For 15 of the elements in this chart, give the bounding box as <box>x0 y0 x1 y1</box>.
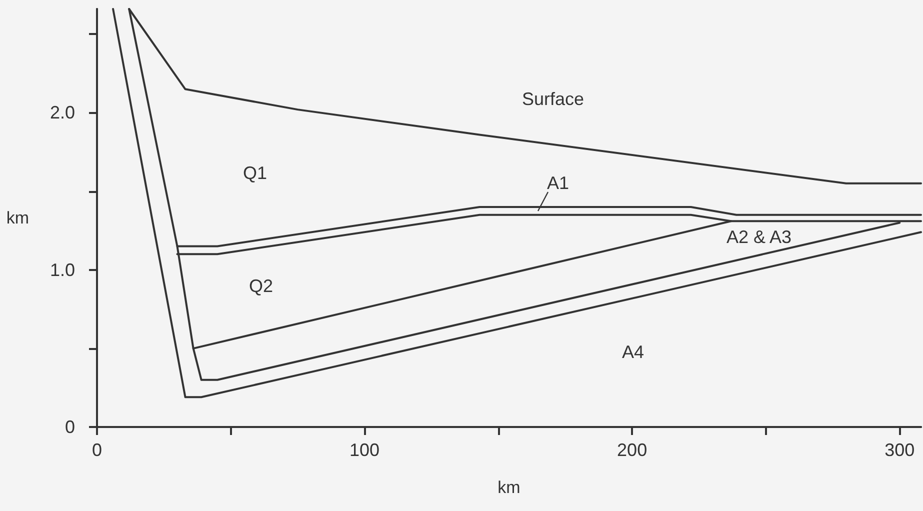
x-tick-label: 200 <box>617 440 648 460</box>
annotation: Q2 <box>248 276 274 296</box>
x-tick-label: 300 <box>884 440 915 460</box>
x-tick-label: 0 <box>92 440 102 460</box>
y-tick-label: 0 <box>64 417 75 437</box>
annotation: Q1 <box>242 163 268 183</box>
x-tick-label: 100 <box>350 440 380 460</box>
y-tick-label: 1.0 <box>50 260 75 280</box>
y-axis-title: km <box>6 208 29 228</box>
annotation: A4 <box>622 342 644 362</box>
x-axis-title: km <box>498 478 520 497</box>
annotation: A1 <box>546 173 570 193</box>
y-tick-label: 2.0 <box>50 102 75 123</box>
annotation: Surface <box>522 89 584 109</box>
annotation: A2 & A3 <box>726 227 792 247</box>
